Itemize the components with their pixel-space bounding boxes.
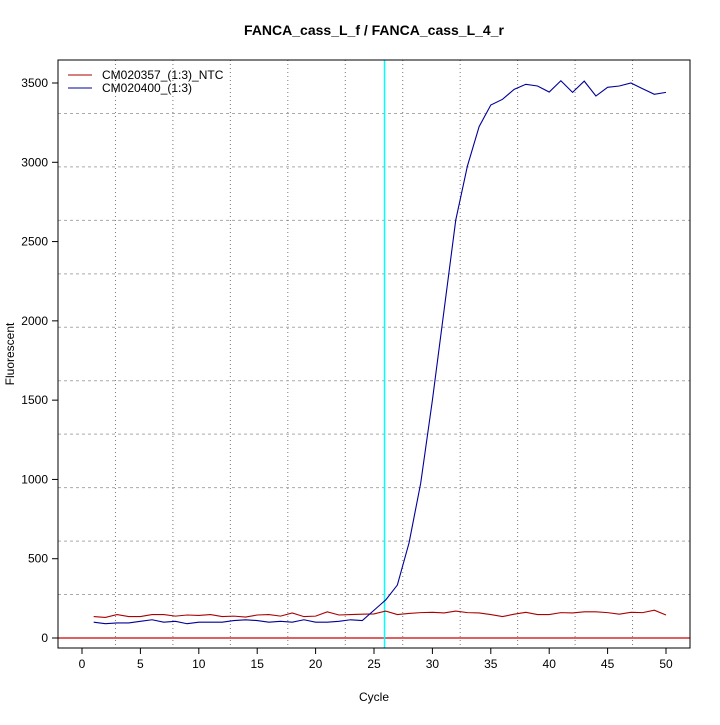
y-axis-label: Fluorescent: [3, 322, 17, 385]
y-tick-label: 3500: [21, 76, 48, 90]
y-tick-label: 500: [28, 552, 48, 566]
x-tick-label: 20: [309, 657, 323, 671]
x-tick-label: 35: [484, 657, 498, 671]
x-tick-label: 40: [543, 657, 557, 671]
series-line-2: [93, 80, 667, 625]
x-tick-label: 5: [137, 657, 144, 671]
y-tick-label: 2500: [21, 235, 48, 249]
plot-marks: [58, 60, 690, 648]
x-tick-label: 0: [79, 657, 86, 671]
x-tick-label: 15: [251, 657, 265, 671]
axes: 0 5 10 15 20 25 30 35 40 45 5005001000150020002500…: [21, 76, 673, 671]
x-tick-label: 50: [659, 657, 673, 671]
chart-title: FANCA_cass_L_f / FANCA_cass_L_4_r: [244, 22, 504, 38]
y-tick-label: 1500: [21, 393, 48, 407]
legend-label: CM020400_(1:3): [102, 81, 192, 95]
plot-frame: [57, 59, 691, 649]
x-tick-label: 45: [601, 657, 615, 671]
series-line-1: [93, 609, 667, 618]
x-tick-label: 25: [367, 657, 381, 671]
x-tick-label: 30: [426, 657, 440, 671]
x-tick-label: 10: [192, 657, 206, 671]
grid: [58, 60, 690, 648]
y-tick-label: 1000: [21, 472, 48, 486]
y-tick-label: 0: [41, 631, 48, 645]
legend-label: CM020357_(1:3)_NTC: [102, 68, 224, 82]
y-tick-label: 3000: [21, 155, 48, 169]
y-tick-label: 2000: [21, 314, 48, 328]
x-axis-label: Cycle: [359, 690, 389, 704]
